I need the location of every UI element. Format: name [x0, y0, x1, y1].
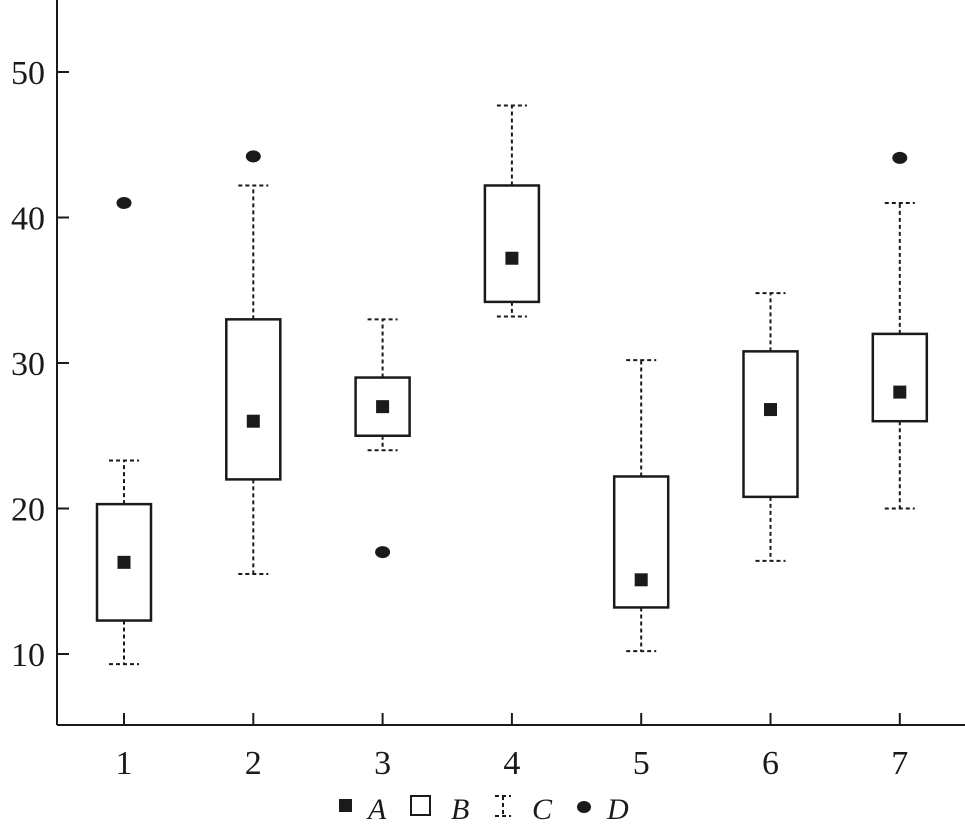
legend: A B C D [339, 793, 629, 826]
y-tick-label: 30 [11, 346, 45, 383]
box-group-4 [483, 104, 541, 318]
box-group-1 [95, 196, 153, 666]
outlier-point [245, 150, 261, 163]
mean-marker [505, 251, 519, 265]
y-tick-label: 50 [11, 55, 45, 92]
mean-marker [893, 385, 907, 399]
mean-marker [764, 403, 777, 417]
box-group-3 [354, 318, 411, 559]
mean-marker [634, 573, 648, 587]
x-tick-label: 1 [116, 745, 133, 782]
box-group-7 [871, 151, 929, 510]
iqr-box [742, 350, 799, 499]
y-tick-label: 40 [11, 201, 45, 238]
legend-symbol-c [495, 795, 511, 817]
x-tick-label: 3 [374, 745, 391, 782]
x-tick-label: 7 [891, 745, 908, 782]
box-group-2 [225, 150, 282, 575]
box-group-6 [742, 292, 799, 562]
x-tick-label: 2 [245, 745, 262, 782]
y-tick-label: 20 [11, 492, 45, 529]
y-ticks: 10 20 30 40 50 [11, 55, 69, 674]
mean-marker [117, 555, 131, 569]
outlier-point [116, 196, 132, 209]
x-tick-label: 4 [503, 745, 520, 782]
legend-label-a: A [366, 793, 387, 826]
outlier-point [375, 546, 391, 559]
iqr-box [483, 184, 541, 304]
legend-label-b: B [451, 793, 469, 826]
iqr-box [871, 332, 929, 423]
outlier-point [892, 151, 908, 164]
x-tick-label: 6 [762, 745, 779, 782]
iqr-box [225, 318, 282, 481]
iqr-box [612, 475, 670, 609]
boxes [95, 104, 929, 666]
axes [56, 0, 965, 726]
x-ticks: 1 2 3 4 5 6 7 [116, 713, 908, 782]
legend-label-c: C [532, 793, 553, 826]
legend-symbol-a [339, 799, 352, 812]
mean-marker [246, 414, 260, 428]
x-tick-label: 5 [633, 745, 650, 782]
legend-label-d: D [606, 793, 629, 826]
y-tick-label: 10 [11, 637, 45, 674]
mean-marker [376, 400, 390, 414]
legend-symbol-b [410, 795, 431, 816]
box-group-5 [612, 359, 670, 653]
legend-symbol-d [577, 801, 591, 813]
